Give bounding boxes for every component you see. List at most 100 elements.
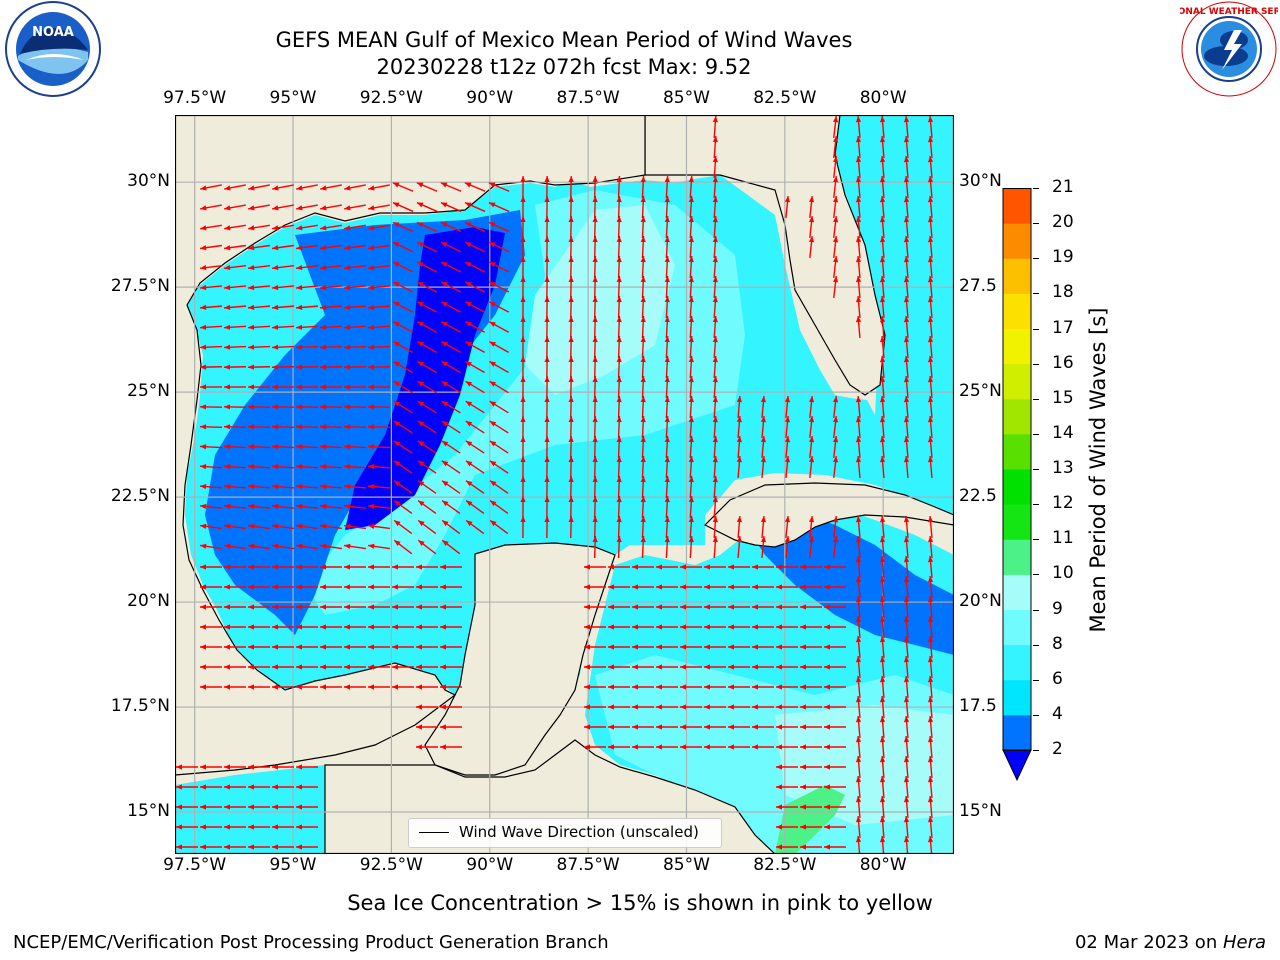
wind-arrow (295, 265, 319, 271)
wind-arrow (616, 195, 622, 219)
wind-arrow (664, 475, 670, 499)
wind-arrow (855, 535, 862, 559)
wind-arrow (640, 535, 646, 559)
wind-arrow (927, 115, 934, 139)
wind-arrow (688, 435, 694, 459)
wind-arrow (832, 515, 839, 539)
wind-arrow (800, 684, 822, 690)
wind-arrow (176, 844, 198, 850)
wind-arrow (295, 464, 319, 470)
wind-arrow (319, 444, 343, 450)
wind-arrow (879, 735, 886, 759)
wind-arrow (927, 135, 934, 159)
wind-arrow (296, 684, 318, 690)
wind-arrow (368, 523, 390, 530)
wind-arrow (441, 460, 461, 474)
wind-arrow (903, 195, 910, 219)
wind-arrow (296, 644, 318, 650)
wind-arrow (489, 519, 509, 535)
wind-arrow (776, 604, 798, 610)
wind-arrow (632, 644, 654, 650)
wind-arrow (489, 321, 509, 333)
wind-arrow (712, 275, 718, 299)
wind-arrow (592, 335, 598, 359)
wind-arrow (800, 804, 822, 810)
wind-arrow (271, 404, 295, 410)
wind-arrow (272, 764, 294, 770)
wind-arrow (704, 584, 726, 590)
wind-arrow (416, 684, 438, 690)
lon-tick-top: 95°W (269, 88, 317, 108)
wind-arrow (464, 261, 486, 273)
wind-arrow (319, 284, 343, 291)
wind-arrow (224, 644, 246, 650)
wind-arrow (680, 624, 702, 630)
wind-arrow (393, 460, 413, 474)
wind-arrow (903, 535, 910, 559)
wind-arrow (295, 284, 319, 291)
wind-arrow (296, 604, 318, 610)
colorbar-tick-label: 13 (1052, 458, 1074, 478)
chart-title: GEFS MEAN Gulf of Mexico Mean Period of … (275, 28, 853, 52)
wind-arrow (632, 744, 654, 750)
wind-arrow (392, 584, 414, 590)
wind-arrow (824, 844, 846, 850)
wind-arrow (855, 575, 862, 599)
colorbar-tick-label: 4 (1052, 703, 1063, 724)
wind-arrow (248, 844, 270, 850)
wind-arrow (489, 499, 509, 515)
wind-arrow (296, 624, 318, 630)
wind-arrow (903, 815, 910, 839)
wind-arrow (640, 215, 646, 239)
wind-arrow (752, 704, 774, 710)
lon-tick-bottom: 80°W (859, 855, 907, 875)
wind-arrow (319, 364, 343, 370)
wind-arrow (632, 564, 654, 570)
wind-arrow (824, 684, 846, 690)
colorbar-segment (1003, 574, 1031, 610)
wind-arrow (568, 215, 574, 239)
wind-arrow (903, 595, 910, 619)
colorbar-segment (1003, 223, 1031, 259)
wind-arrow (903, 515, 910, 539)
wind-arrow (544, 475, 550, 499)
wind-arrow (441, 400, 461, 414)
wind-arrow (616, 255, 622, 279)
wind-arrow (855, 255, 862, 279)
colorbar-tick-label: 12 (1052, 493, 1074, 514)
wind-arrow (855, 655, 862, 679)
wind-arrow (712, 335, 718, 359)
wind-arrow (465, 480, 485, 494)
wind-arrow (832, 435, 839, 459)
wind-arrow (776, 684, 798, 690)
wind-arrow (616, 335, 622, 359)
wind-arrow (416, 624, 438, 630)
wind-arrow (592, 235, 598, 259)
wind-arrow (616, 535, 622, 559)
wind-arrow (392, 241, 414, 253)
wind-arrow (688, 175, 694, 199)
lon-tick-top: 85°W (662, 88, 710, 108)
wind-arrow (343, 364, 367, 370)
wind-arrow (855, 835, 862, 854)
wind-arrow (927, 695, 934, 719)
wind-arrow (760, 395, 767, 419)
wind-arrow (544, 295, 550, 319)
colorbar-tick-mark (1033, 363, 1039, 365)
wind-arrow (584, 664, 606, 670)
wind-arrow (824, 804, 846, 810)
wind-arrow (176, 764, 198, 770)
wind-arrow (832, 215, 839, 239)
colorbar-segment (1003, 188, 1031, 224)
wind-arrow (271, 284, 295, 291)
wind-arrow (319, 344, 343, 350)
wind-arrow (416, 744, 438, 750)
lat-tick-right: 25°N (959, 381, 1002, 402)
wind-arrow (568, 335, 574, 359)
wind-arrow (224, 564, 246, 570)
wind-arrow (616, 275, 622, 299)
wind-arrow (903, 695, 910, 719)
wind-arrow (664, 535, 670, 559)
wind-arrow (464, 241, 486, 253)
colorbar-segment (1003, 469, 1031, 505)
